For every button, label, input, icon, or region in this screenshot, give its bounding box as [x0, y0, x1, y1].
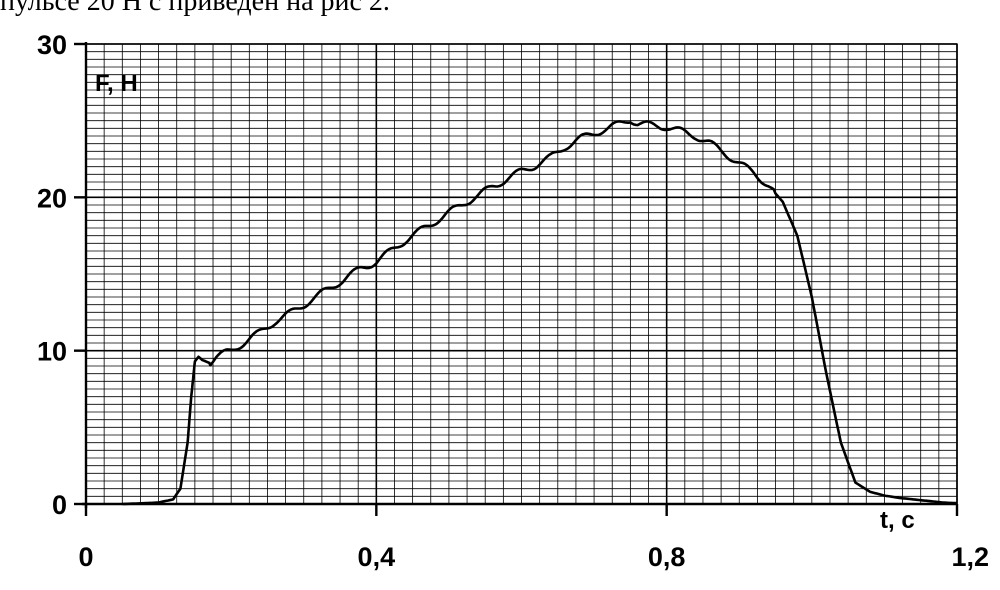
y-tick-label: 0 — [52, 490, 67, 520]
caption-text: пульсе 20 Н с приведен на рис 2. — [0, 0, 390, 17]
minor-grid — [85, 43, 958, 505]
x-axis-label: t, c — [880, 507, 915, 534]
axis-ticks — [74, 42, 959, 516]
y-axis-label: F, H — [95, 70, 138, 97]
force-curve — [122, 120, 958, 506]
x-tick-label: 0 — [78, 542, 93, 572]
x-tick-label: 1,2 — [951, 542, 989, 572]
y-tick-label: 20 — [37, 183, 67, 213]
x-tick-label: 0,4 — [358, 542, 396, 572]
y-tick-label: 10 — [37, 337, 67, 367]
tick-labels: 0 10 20 30 0 0,4 0,8 1,2 — [37, 30, 989, 572]
plot-frame — [85, 43, 958, 505]
y-tick-label: 30 — [37, 30, 67, 60]
axis-labels: F, H t, c — [95, 70, 915, 534]
x-tick-label: 0,8 — [648, 542, 686, 572]
axes — [82, 42, 958, 508]
